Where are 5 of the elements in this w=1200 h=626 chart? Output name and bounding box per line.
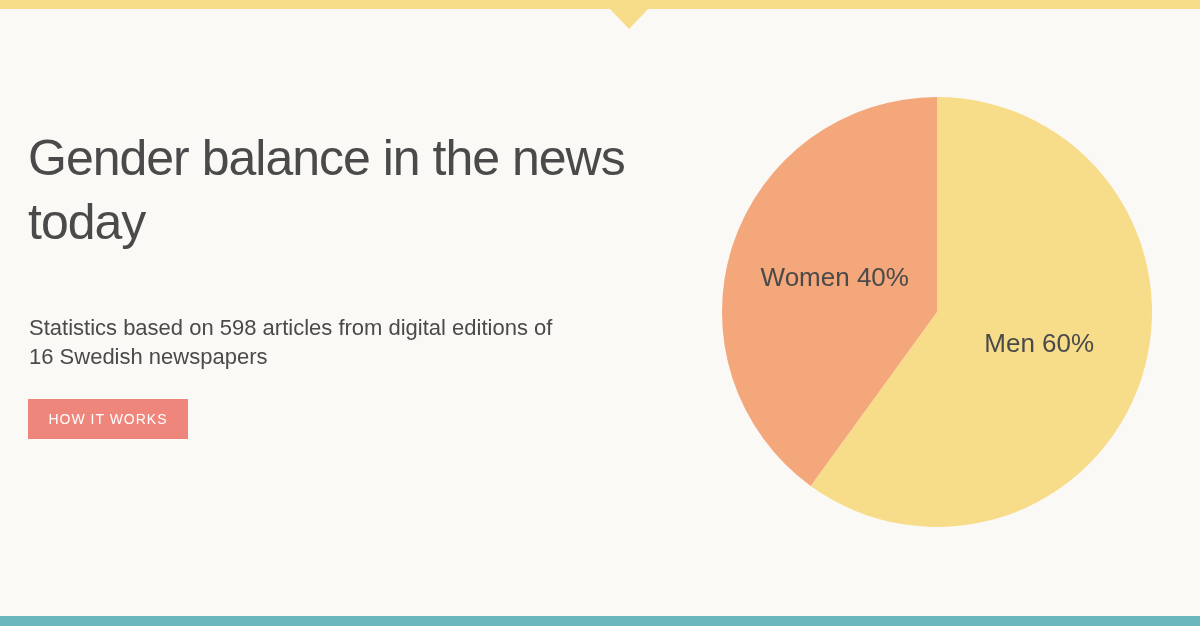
slice-label: Women 40% (760, 261, 909, 292)
text: Gender balance in the news today (28, 129, 626, 252)
text: Statistics based on 598 articles from digital editions of 16 Swedish newspapers (29, 314, 554, 371)
slice-label: Men 60% (984, 328, 1095, 359)
how-it-works-button[interactable]: HOW IT WORKS (28, 399, 188, 439)
